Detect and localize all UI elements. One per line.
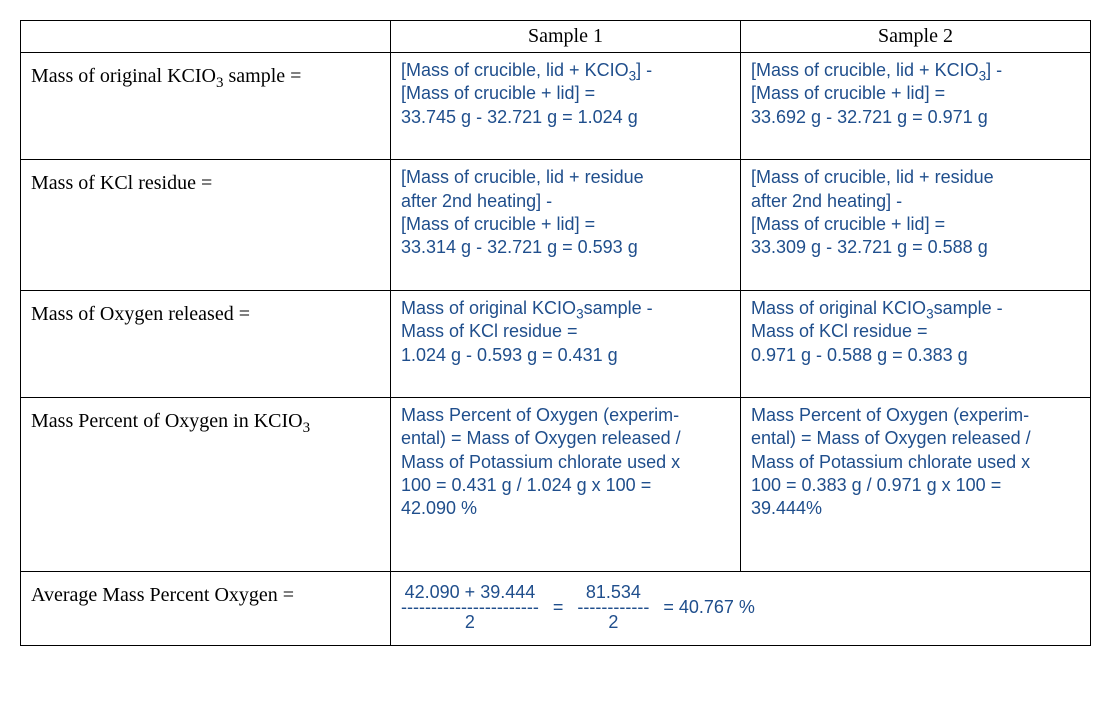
cell-text: [Mass of crucible + lid] =: [751, 83, 945, 103]
cell-text: [Mass of crucible, lid + KCIO: [751, 60, 979, 80]
cell-text: ] -: [636, 60, 652, 80]
equals-sign: =: [553, 597, 564, 618]
cell-s1-kcl-residue: [Mass of crucible, lid + residue after 2…: [391, 160, 741, 291]
fraction-line: -----------------------: [401, 603, 539, 612]
cell-text: after 2nd heating] -: [401, 191, 552, 211]
cell-text: 100 = 0.431 g / 1.024 g x 100 =: [401, 475, 651, 495]
table-row: Mass of Oxygen released = Mass of origin…: [21, 290, 1091, 397]
subscript: 3: [576, 306, 584, 321]
label-text: Mass Percent of Oxygen in KCIO: [31, 410, 303, 432]
table-row: Mass Percent of Oxygen in KCIO3 Mass Per…: [21, 397, 1091, 571]
table-row-average: Average Mass Percent Oxygen = 42.090 + 3…: [21, 571, 1091, 645]
cell-text: Mass of KCl residue =: [751, 321, 928, 341]
data-table: Sample 1 Sample 2 Mass of original KCIO3…: [20, 20, 1091, 646]
header-sample2: Sample 2: [741, 21, 1091, 53]
row-label-average: Average Mass Percent Oxygen =: [21, 571, 391, 645]
cell-text: 0.971 g - 0.588 g = 0.383 g: [751, 345, 968, 365]
cell-text: Mass of Potassium chlorate used x: [751, 452, 1030, 472]
label-text: sample =: [223, 65, 301, 87]
row-label-kcl-residue: Mass of KCl residue =: [21, 160, 391, 291]
header-sample1: Sample 1: [391, 21, 741, 53]
average-result: = 40.767 %: [663, 597, 755, 618]
cell-text: sample -: [584, 298, 653, 318]
cell-text: [Mass of crucible + lid] =: [401, 214, 595, 234]
fraction-line: ------------: [577, 603, 649, 612]
cell-text: after 2nd heating] -: [751, 191, 902, 211]
average-expression: 42.090 + 39.444 ----------------------- …: [401, 582, 1080, 633]
cell-s1-oxygen-released: Mass of original KCIO3sample - Mass of K…: [391, 290, 741, 397]
header-blank: [21, 21, 391, 53]
cell-text: [Mass of crucible + lid] =: [401, 83, 595, 103]
cell-text: 33.692 g - 32.721 g = 0.971 g: [751, 107, 988, 127]
label-text: Mass of original KCIO: [31, 65, 216, 87]
cell-text: Mass of Potassium chlorate used x: [401, 452, 680, 472]
cell-s2-oxygen-released: Mass of original KCIO3sample - Mass of K…: [741, 290, 1091, 397]
table-row: Mass of KCl residue = [Mass of crucible,…: [21, 160, 1091, 291]
cell-text: 1.024 g - 0.593 g = 0.431 g: [401, 345, 618, 365]
cell-text: 33.309 g - 32.721 g = 0.588 g: [751, 237, 988, 257]
cell-s1-original-mass: [Mass of crucible, lid + KCIO3] - [Mass …: [391, 53, 741, 160]
row-label-oxygen-released: Mass of Oxygen released =: [21, 290, 391, 397]
cell-text: Mass of original KCIO: [401, 298, 576, 318]
subscript: 3: [303, 420, 311, 436]
row-label-mass-percent: Mass Percent of Oxygen in KCIO3: [21, 397, 391, 571]
subscript: 3: [926, 306, 934, 321]
cell-text: 42.090 %: [401, 498, 477, 518]
subscript: 3: [979, 69, 987, 84]
cell-text: Mass of KCl residue =: [401, 321, 578, 341]
cell-s2-kcl-residue: [Mass of crucible, lid + residue after 2…: [741, 160, 1091, 291]
cell-s1-mass-percent: Mass Percent of Oxygen (experim- ental) …: [391, 397, 741, 571]
cell-text: [Mass of crucible, lid + KCIO: [401, 60, 629, 80]
fraction-2: 81.534 ------------ 2: [577, 582, 649, 633]
cell-text: Mass Percent of Oxygen (experim-: [401, 405, 679, 425]
cell-s2-original-mass: [Mass of crucible, lid + KCIO3] - [Mass …: [741, 53, 1091, 160]
cell-text: [Mass of crucible, lid + residue: [401, 167, 644, 187]
cell-text: Mass Percent of Oxygen (experim-: [751, 405, 1029, 425]
cell-text: sample -: [934, 298, 1003, 318]
cell-s2-mass-percent: Mass Percent of Oxygen (experim- ental) …: [741, 397, 1091, 571]
cell-text: [Mass of crucible + lid] =: [751, 214, 945, 234]
subscript: 3: [629, 69, 637, 84]
cell-text: ] -: [986, 60, 1002, 80]
cell-text: 33.745 g - 32.721 g = 1.024 g: [401, 107, 638, 127]
cell-average: 42.090 + 39.444 ----------------------- …: [391, 571, 1091, 645]
cell-text: ental) = Mass of Oxygen released /: [401, 428, 681, 448]
fraction-1: 42.090 + 39.444 ----------------------- …: [401, 582, 539, 633]
cell-text: [Mass of crucible, lid + residue: [751, 167, 994, 187]
cell-text: 39.444%: [751, 498, 822, 518]
cell-text: 100 = 0.383 g / 0.971 g x 100 =: [751, 475, 1001, 495]
fraction-denominator: 2: [465, 612, 475, 633]
row-label-original-mass: Mass of original KCIO3 sample =: [21, 53, 391, 160]
table-header-row: Sample 1 Sample 2: [21, 21, 1091, 53]
cell-text: 33.314 g - 32.721 g = 0.593 g: [401, 237, 638, 257]
cell-text: Mass of original KCIO: [751, 298, 926, 318]
fraction-denominator: 2: [608, 612, 618, 633]
cell-text: ental) = Mass of Oxygen released /: [751, 428, 1031, 448]
table-row: Mass of original KCIO3 sample = [Mass of…: [21, 53, 1091, 160]
